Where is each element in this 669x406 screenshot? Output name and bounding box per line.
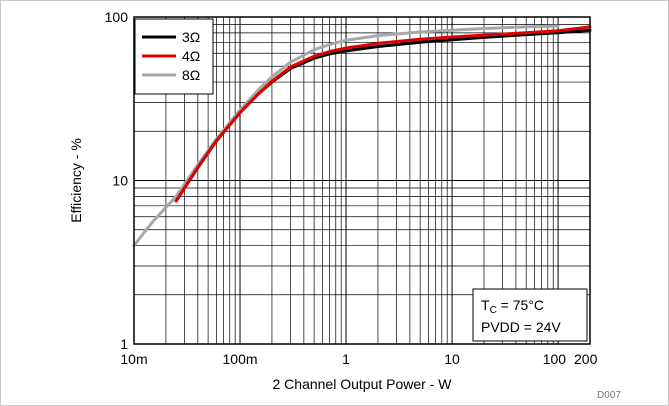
annotation-t: T [481,297,490,313]
legend-label: 3Ω [182,29,200,45]
x-tick-label: 10m [120,351,147,367]
y-tick-label: 1 [120,336,128,352]
legend-label: 8Ω [182,67,200,83]
series-line-2 [174,25,592,203]
y-tick-labels: 1 10 100 [105,9,129,352]
series-line-3 [132,24,560,248]
annotation-temperature: = 75°C [497,297,544,313]
x-tick-label: 1 [342,351,350,367]
annotation-subscript: C [490,305,497,316]
conditions-annotation: TC = 75°C PVDD = 24V [472,288,588,342]
series-lines [132,24,592,248]
x-axis-label: 2 Channel Output Power - W [273,376,453,392]
figure-code: D007 [597,390,621,401]
y-axis-label: Efficiency - % [68,138,84,223]
annotation-line-1: TC = 75°C [481,297,544,316]
y-tick-label: 10 [112,173,128,189]
legend-label: 4Ω [182,48,200,64]
y-tick-label: 100 [105,9,129,25]
x-tick-label: 200 [574,351,598,367]
plot-area-border [133,16,591,345]
annotation-box [472,288,588,342]
legend: 3Ω 4Ω 8Ω [134,18,214,95]
x-tick-label: 10 [444,351,460,367]
x-tick-label: 100m [223,351,258,367]
annotation-line-2: PVDD = 24V [481,319,561,335]
x-tick-label: 100 [543,351,567,367]
grid [134,17,591,344]
x-tick-labels: 10m 100m 1 10 100 200 [120,351,597,367]
